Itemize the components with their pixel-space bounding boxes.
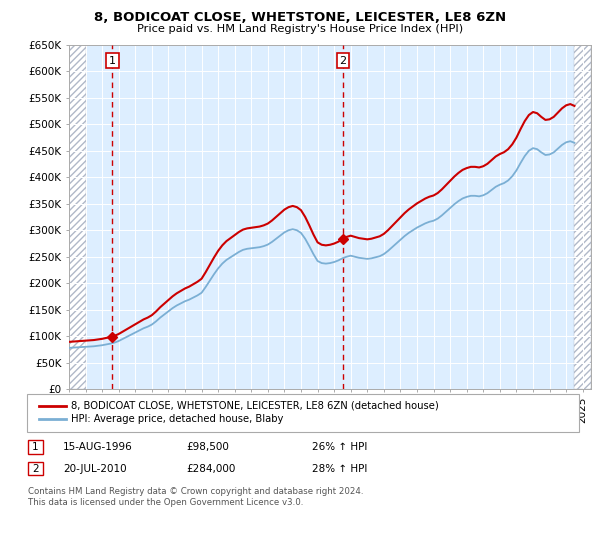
Text: 8, BODICOAT CLOSE, WHETSTONE, LEICESTER, LE8 6ZN (detached house): 8, BODICOAT CLOSE, WHETSTONE, LEICESTER,… [71,401,439,411]
Text: 1: 1 [109,55,116,66]
Text: 28% ↑ HPI: 28% ↑ HPI [312,464,367,474]
Text: 2: 2 [32,464,39,474]
Text: Contains HM Land Registry data © Crown copyright and database right 2024.
This d: Contains HM Land Registry data © Crown c… [28,487,364,507]
Text: HPI: Average price, detached house, Blaby: HPI: Average price, detached house, Blab… [71,414,283,424]
Text: 20-JUL-2010: 20-JUL-2010 [63,464,127,474]
Text: 15-AUG-1996: 15-AUG-1996 [63,442,133,452]
Text: 8, BODICOAT CLOSE, WHETSTONE, LEICESTER, LE8 6ZN: 8, BODICOAT CLOSE, WHETSTONE, LEICESTER,… [94,11,506,24]
Text: 26% ↑ HPI: 26% ↑ HPI [312,442,367,452]
Text: 1: 1 [32,442,39,452]
Text: £98,500: £98,500 [186,442,229,452]
Text: 2: 2 [340,55,347,66]
Text: Price paid vs. HM Land Registry's House Price Index (HPI): Price paid vs. HM Land Registry's House … [137,24,463,34]
Text: £284,000: £284,000 [186,464,235,474]
